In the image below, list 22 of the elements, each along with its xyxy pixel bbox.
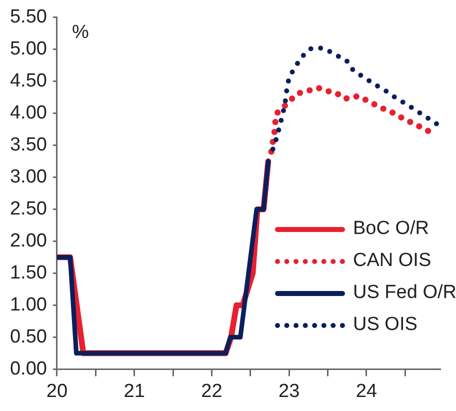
y-tick-label: 1.50 (10, 262, 47, 284)
y-tick-label: 1.00 (10, 294, 47, 316)
y-tick-label: 3.00 (10, 166, 47, 188)
y-tick-label: 0.00 (10, 358, 47, 380)
y-tick-label: 4.00 (10, 102, 47, 124)
y-tick-label: 0.50 (10, 326, 47, 348)
y-tick-label: 4.50 (10, 70, 47, 92)
x-tick-label: 23 (278, 380, 300, 402)
y-tick-label: 2.50 (10, 198, 47, 220)
x-tick-label: 24 (356, 380, 378, 402)
legend-label: US Fed O/R (353, 282, 456, 304)
y-tick-label: 5.00 (10, 38, 47, 60)
y-tick-label: 5.50 (10, 6, 47, 28)
y-axis-title: % (72, 22, 89, 44)
y-tick-label: 2.00 (10, 230, 47, 252)
legend-label: BoC O/R (353, 218, 430, 240)
x-tick-label: 21 (124, 380, 145, 402)
y-tick-label: 3.50 (10, 134, 47, 156)
legend-label: CAN OIS (353, 250, 432, 272)
x-tick-label: 20 (46, 380, 68, 402)
legend-label: US OIS (353, 314, 418, 336)
x-tick-label: 22 (201, 380, 222, 402)
